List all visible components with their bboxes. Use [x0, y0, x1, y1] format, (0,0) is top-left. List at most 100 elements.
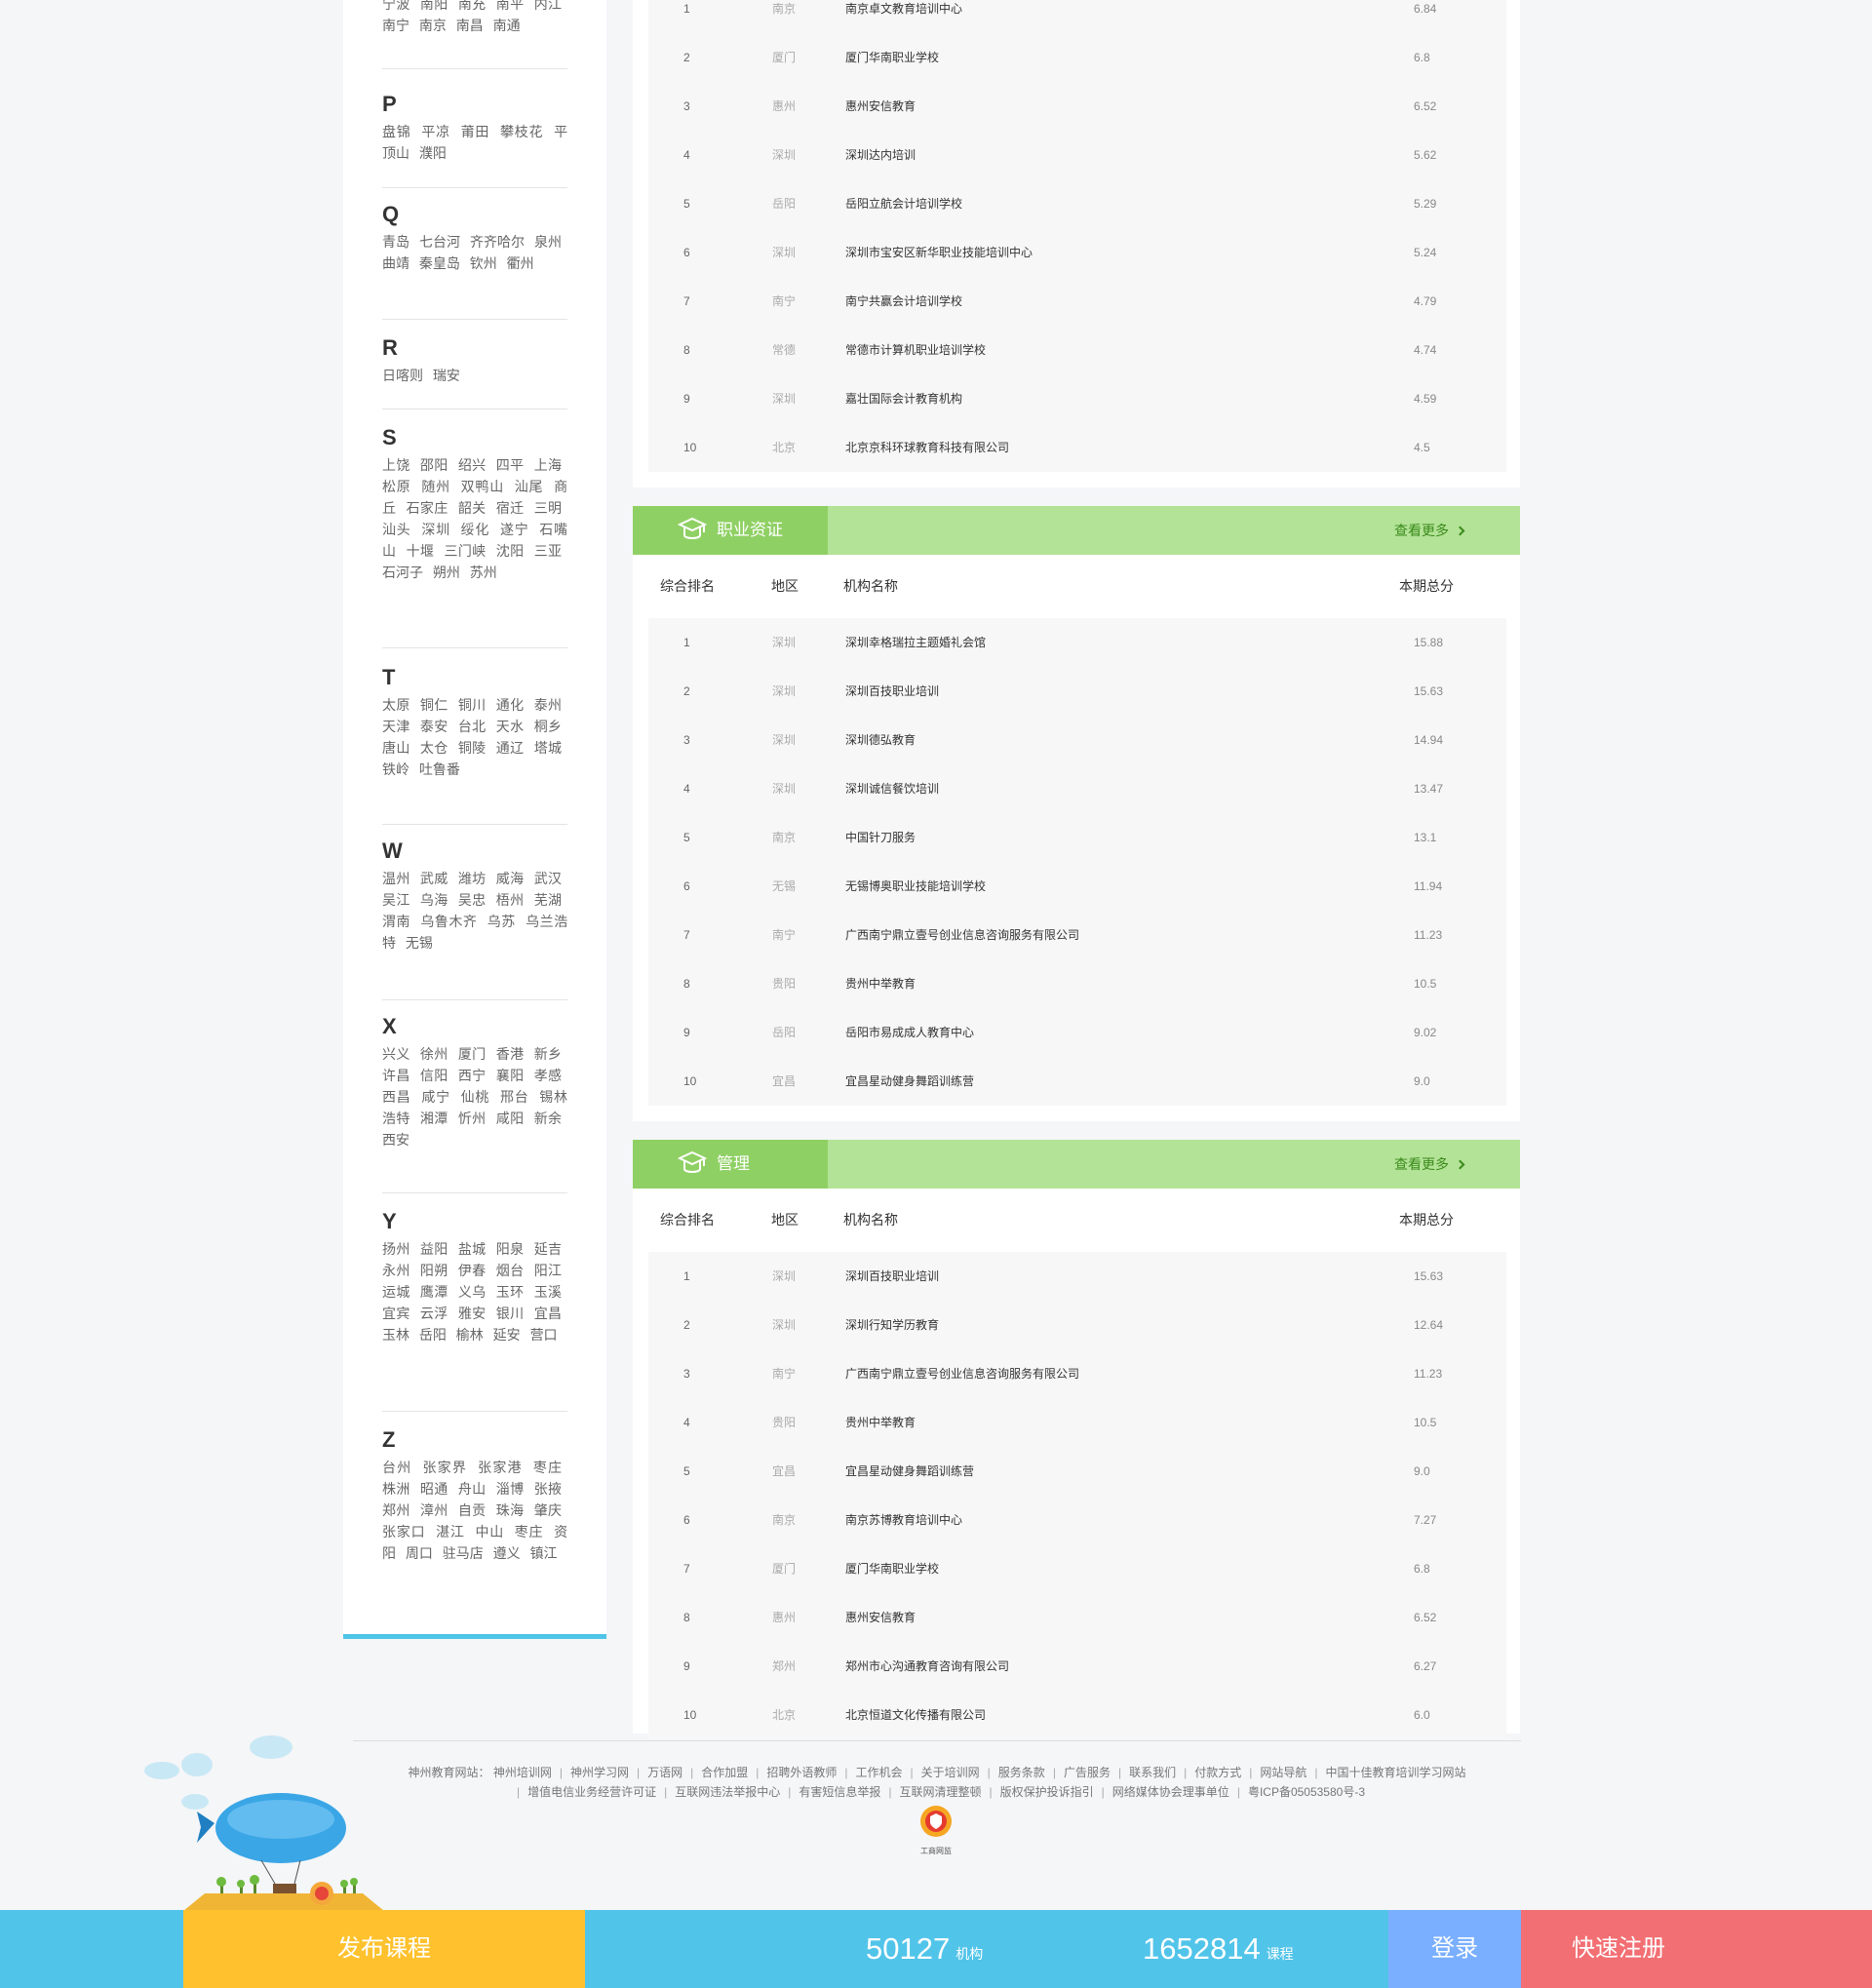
footer-link[interactable]: 万语网	[647, 1766, 683, 1779]
table-row[interactable]: 6 深圳 深圳市宝安区新华职业技能培训中心 5.24	[648, 228, 1506, 277]
city-link[interactable]: 铁岭	[382, 761, 410, 777]
footer-link[interactable]: 有害短信息举报	[799, 1785, 881, 1799]
city-link[interactable]: 铜仁	[419, 697, 448, 713]
org-name-link[interactable]: 惠州安信教育	[845, 99, 916, 113]
city-link[interactable]: 张家界	[422, 1460, 468, 1475]
city-link[interactable]: 张家口	[382, 1524, 426, 1540]
footer-link[interactable]: 网站导航	[1260, 1766, 1307, 1779]
org-name-link[interactable]: 宜昌星动健身舞蹈训练营	[845, 1464, 975, 1478]
city-link[interactable]: 邢台	[499, 1089, 529, 1105]
table-row[interactable]: 5 宜昌 宜昌星动健身舞蹈训练营 9.0	[648, 1447, 1506, 1496]
city-link[interactable]: 天水	[495, 719, 525, 734]
table-row[interactable]: 8 惠州 惠州安信教育 6.52	[648, 1593, 1506, 1642]
city-link[interactable]: 咸阳	[495, 1111, 525, 1126]
city-link[interactable]: 朔州	[432, 565, 460, 580]
city-link[interactable]: 延吉	[533, 1241, 563, 1257]
footer-link[interactable]: 服务条款	[997, 1766, 1045, 1779]
city-link[interactable]: 周口	[405, 1545, 433, 1561]
city-link[interactable]: 内江	[533, 0, 563, 12]
table-row[interactable]: 2 深圳 深圳百技职业培训 15.63	[648, 667, 1506, 716]
table-row[interactable]: 9 深圳 嘉壮国际会计教育机构 4.59	[648, 374, 1506, 423]
city-link[interactable]: 昭通	[419, 1481, 448, 1497]
org-name-link[interactable]: 岳阳立航会计培训学校	[845, 197, 963, 211]
city-link[interactable]: 阳泉	[495, 1241, 525, 1257]
city-link[interactable]: 兴义	[382, 1046, 410, 1062]
city-link[interactable]: 张掖	[533, 1481, 563, 1497]
table-row[interactable]: 3 南宁 广西南宁鼎立壹号创业信息咨询服务有限公司 11.23	[648, 1349, 1506, 1398]
city-link[interactable]: 鹰潭	[419, 1284, 448, 1300]
city-link[interactable]: 自贡	[457, 1502, 487, 1518]
city-link[interactable]: 乌苏	[487, 914, 516, 929]
city-link[interactable]: 莆田	[460, 124, 490, 139]
city-link[interactable]: 日喀则	[382, 368, 423, 383]
city-link[interactable]: 盘锦	[382, 124, 411, 139]
org-name-link[interactable]: 无锡博奥职业技能培训学校	[845, 879, 987, 893]
org-name-link[interactable]: 深圳行知学历教育	[845, 1318, 940, 1332]
city-link[interactable]: 许昌	[382, 1068, 410, 1083]
city-link[interactable]: 泰安	[419, 719, 448, 734]
org-name-link[interactable]: 贵州中举教育	[845, 1416, 916, 1429]
city-link[interactable]: 塔城	[533, 740, 563, 756]
city-link[interactable]: 淄博	[495, 1481, 525, 1497]
city-link[interactable]: 徐州	[419, 1046, 448, 1062]
city-link[interactable]: 南阳	[419, 0, 448, 12]
city-link[interactable]: 咸宁	[421, 1089, 450, 1105]
panel-tab[interactable]: 管理	[633, 1140, 828, 1189]
city-link[interactable]: 深圳	[421, 522, 450, 537]
city-link[interactable]: 齐齐哈尔	[469, 234, 526, 250]
table-row[interactable]: 6 南京 南京苏博教育培训中心 7.27	[648, 1496, 1506, 1544]
city-link[interactable]: 潍坊	[457, 871, 487, 886]
city-link[interactable]: 宿迁	[495, 500, 525, 516]
footer-link[interactable]: 付款方式	[1194, 1766, 1242, 1779]
city-link[interactable]: 吴江	[382, 892, 410, 908]
table-row[interactable]: 10 北京 北京京科环球教育科技有限公司 4.5	[648, 423, 1506, 472]
city-link[interactable]: 威海	[495, 871, 525, 886]
city-link[interactable]: 漳州	[419, 1502, 448, 1518]
city-link[interactable]: 阳江	[533, 1263, 563, 1278]
city-link[interactable]: 资阳	[382, 1524, 568, 1561]
city-link[interactable]: 厦门	[457, 1046, 487, 1062]
table-row[interactable]: 10 宜昌 宜昌星动健身舞蹈训练营 9.0	[648, 1057, 1506, 1106]
org-name-link[interactable]: 广西南宁鼎立壹号创业信息咨询服务有限公司	[845, 1367, 1080, 1381]
city-link[interactable]: 榆林	[455, 1327, 484, 1343]
table-row[interactable]: 5 南京 中国针刀服务 13.1	[648, 813, 1506, 862]
city-link[interactable]: 西昌	[382, 1089, 411, 1105]
table-row[interactable]: 9 岳阳 岳阳市易成成人教育中心 9.02	[648, 1008, 1506, 1057]
city-link[interactable]: 石嘴山	[382, 522, 568, 559]
city-link[interactable]: 乌鲁木齐	[420, 914, 478, 929]
city-link[interactable]: 舟山	[457, 1481, 487, 1497]
city-link[interactable]: 信阳	[419, 1068, 448, 1083]
city-link[interactable]: 盐城	[457, 1241, 487, 1257]
city-link[interactable]: 通化	[495, 697, 525, 713]
city-link[interactable]: 乌兰浩特	[382, 914, 568, 951]
city-link[interactable]: 随州	[421, 479, 450, 494]
city-link[interactable]: 曲靖	[382, 255, 410, 271]
footer-link[interactable]: 工作机会	[855, 1766, 903, 1779]
city-link[interactable]: 吐鲁番	[418, 761, 460, 777]
table-row[interactable]: 4 深圳 深圳诚信餐饮培训 13.47	[648, 764, 1506, 813]
table-row[interactable]: 7 南宁 南宁共赢会计培训学校 4.79	[648, 277, 1506, 326]
city-link[interactable]: 宜宾	[382, 1306, 410, 1321]
city-link[interactable]: 南昌	[455, 18, 484, 33]
city-link[interactable]: 忻州	[457, 1111, 487, 1126]
city-link[interactable]: 新乡	[533, 1046, 563, 1062]
org-name-link[interactable]: 深圳百技职业培训	[845, 684, 940, 698]
footer-link[interactable]: 关于培训网	[920, 1766, 980, 1779]
org-name-link[interactable]: 北京京科环球教育科技有限公司	[845, 441, 1010, 454]
footer-link[interactable]: 增值电信业务经营许可证	[527, 1785, 657, 1799]
city-link[interactable]: 南京	[418, 18, 447, 33]
footer-link[interactable]: 联系我们	[1129, 1766, 1177, 1779]
org-name-link[interactable]: 深圳百技职业培训	[845, 1269, 940, 1283]
city-link[interactable]: 南充	[457, 0, 487, 12]
table-row[interactable]: 2 深圳 深圳行知学历教育 12.64	[648, 1301, 1506, 1349]
city-link[interactable]: 肇庆	[533, 1502, 563, 1518]
city-link[interactable]: 石家庄	[406, 500, 448, 516]
table-row[interactable]: 1 深圳 深圳百技职业培训 15.63	[648, 1252, 1506, 1301]
city-link[interactable]: 芜湖	[533, 892, 563, 908]
city-link[interactable]: 汕头	[382, 522, 411, 537]
table-row[interactable]: 8 贵阳 贵州中举教育 10.5	[648, 959, 1506, 1008]
city-link[interactable]: 攀枝花	[499, 124, 544, 139]
city-link[interactable]: 渭南	[382, 914, 410, 929]
city-link[interactable]: 上海	[533, 457, 563, 473]
city-link[interactable]: 湛江	[436, 1524, 465, 1540]
